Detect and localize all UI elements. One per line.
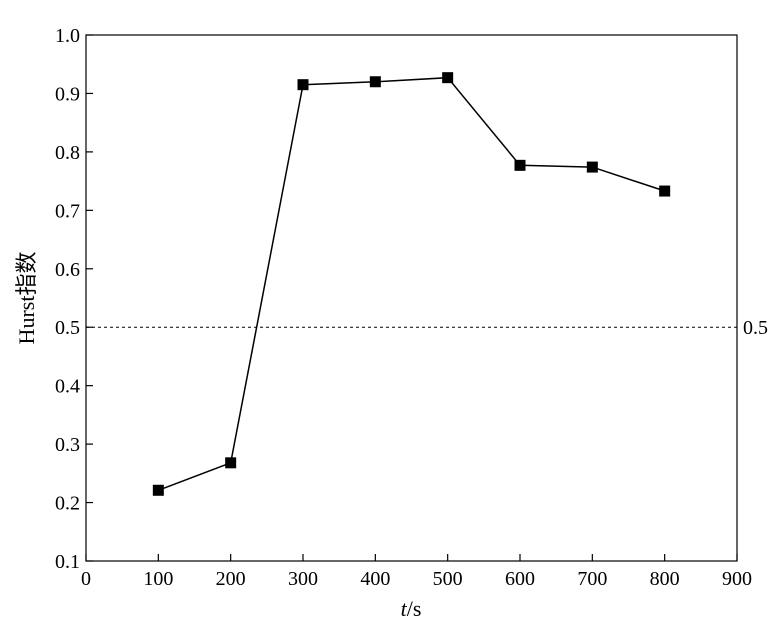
- y-axis-title: Hurst指数: [14, 252, 39, 345]
- y-tick-label: 0.1: [55, 551, 80, 573]
- data-point-marker: [442, 72, 454, 84]
- x-tick-label: 400: [360, 568, 390, 590]
- data-point-marker: [152, 484, 164, 496]
- data-point-marker: [297, 79, 309, 91]
- y-tick-label: 0.6: [55, 259, 80, 281]
- x-tick-label: 0: [81, 568, 91, 590]
- x-tick-label: 800: [650, 568, 680, 590]
- x-axis-title-variable: t: [401, 596, 408, 621]
- x-tick-label: 700: [577, 568, 607, 590]
- plot-frame: [85, 34, 738, 562]
- y-tick-label: 1.0: [55, 25, 80, 47]
- x-tick-label: 200: [216, 568, 246, 590]
- y-tick-label: 0.5: [55, 317, 80, 339]
- y-tick-label: 0.9: [55, 83, 80, 105]
- series-line: [158, 76, 665, 492]
- data-point-marker: [659, 185, 671, 197]
- y-tick-label: 0.8: [55, 142, 80, 164]
- data-point-marker: [586, 161, 598, 173]
- y-tick-label: 0.7: [55, 200, 80, 222]
- x-tick-label: 300: [288, 568, 318, 590]
- x-tick-label: 900: [722, 568, 752, 590]
- data-point-marker: [225, 457, 237, 469]
- y-tick-label: 0.2: [55, 493, 80, 515]
- x-axis-title-unit: /s: [407, 596, 422, 621]
- x-tick-label: 600: [505, 568, 535, 590]
- y-tick-label: 0.3: [55, 434, 80, 456]
- data-point-marker: [514, 159, 526, 171]
- reference-layer: 0.5: [86, 317, 768, 339]
- reference-line-label: 0.5: [743, 317, 768, 339]
- y-tick-label: 0.4: [55, 376, 80, 398]
- series-layer: [152, 72, 671, 496]
- x-tick-label: 500: [433, 568, 463, 590]
- data-point-marker: [369, 76, 381, 88]
- ticks-layer: 0 100 200 300 400 500 600 700 800 900 0.1 0.2 0.3 0.4…: [55, 25, 752, 590]
- x-tick-label: 100: [143, 568, 173, 590]
- x-axis-title: t/s: [401, 596, 422, 621]
